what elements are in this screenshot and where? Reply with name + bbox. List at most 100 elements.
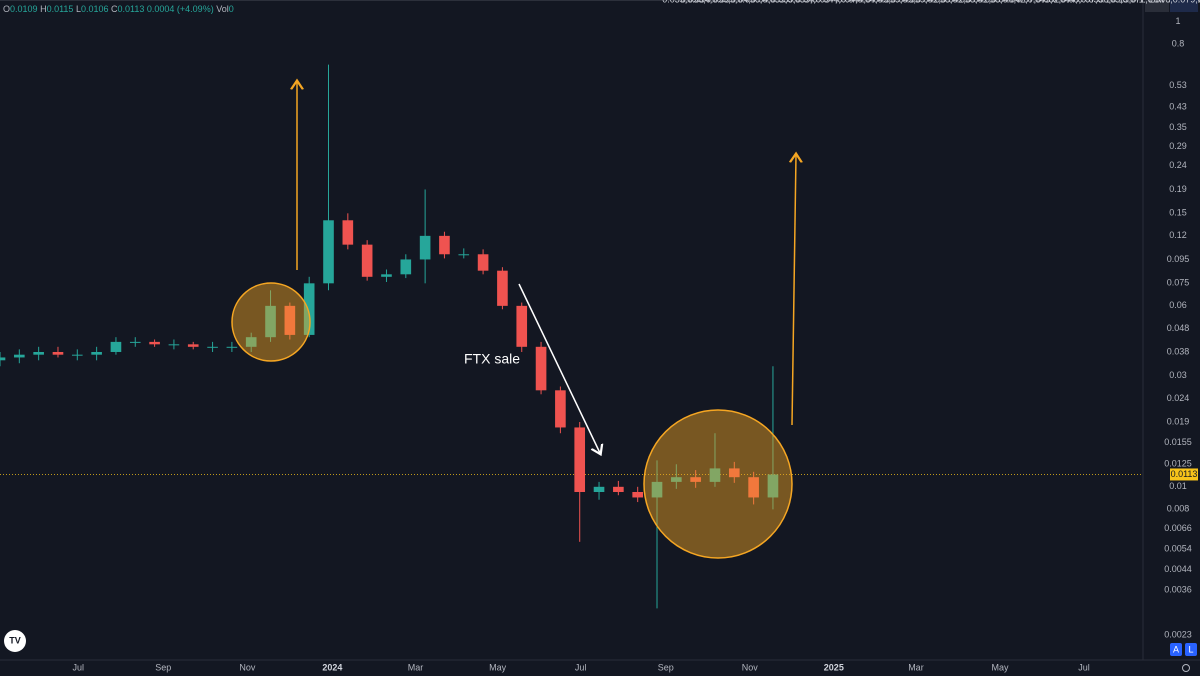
candle-body xyxy=(497,270,508,306)
low-price-box xyxy=(1170,0,1198,12)
candle-body xyxy=(574,427,586,492)
legend-value: 0 xyxy=(229,4,234,14)
x-tick-label: 2024 xyxy=(322,662,342,672)
y-tick-label: 0.048 xyxy=(1167,323,1190,333)
y-tick-label: 0.095 xyxy=(1167,254,1190,264)
y-tick-label: 0.01 xyxy=(1169,481,1187,491)
candle-body xyxy=(129,341,141,343)
y-tick-label: 0.0066 xyxy=(1164,523,1192,533)
y-tick-label: 0.0125 xyxy=(1164,459,1192,469)
candle-body xyxy=(149,341,160,345)
legend-change: 0.0004 xyxy=(147,4,175,14)
candle-body xyxy=(458,254,470,256)
high-price-box-text: 0.038,0.039,0.04,0.04,0.039,0.04,0.044,0… xyxy=(681,0,1200,4)
candle-body xyxy=(690,477,701,482)
candle-body xyxy=(632,491,643,498)
candle-body xyxy=(284,305,296,335)
candle-body xyxy=(728,468,740,478)
svg-text:A: A xyxy=(1173,644,1179,654)
candle-body xyxy=(33,351,44,355)
candle-body xyxy=(303,283,315,335)
candle-body xyxy=(71,354,83,356)
candle-body xyxy=(361,244,373,277)
x-tick-label: Nov xyxy=(239,662,256,672)
candle-body xyxy=(52,351,64,355)
legend-value: 0.0109 xyxy=(10,4,38,14)
settings-button[interactable] xyxy=(1182,664,1190,672)
candle-body xyxy=(342,220,354,245)
y-tick-label: 0.008 xyxy=(1167,504,1190,514)
x-tick-label: Jul xyxy=(1078,662,1090,672)
last-price-box xyxy=(1170,468,1198,481)
x-tick-label: Mar xyxy=(908,662,924,672)
y-tick-label: 0.19 xyxy=(1169,184,1187,194)
candle-body xyxy=(555,390,566,428)
y-tick-label: 0.43 xyxy=(1169,101,1187,111)
candle-body xyxy=(245,337,257,347)
y-tick-label: 0.0036 xyxy=(1164,584,1192,594)
x-tick-label: 2025 xyxy=(824,662,844,672)
candle-body xyxy=(381,274,392,277)
y-tick-label: 0.8 xyxy=(1172,39,1185,49)
y-tick-label: 0.0054 xyxy=(1164,543,1192,553)
button[interactable]: L xyxy=(1185,643,1197,656)
highlight-circle xyxy=(643,409,793,559)
candle-body xyxy=(709,468,721,482)
y-tick-label: 1 xyxy=(1175,16,1180,26)
candle-body xyxy=(613,486,624,492)
x-tick-label: May xyxy=(991,662,1009,672)
y-tick-label: 0.03 xyxy=(1169,370,1187,380)
price-tag xyxy=(1145,0,1169,12)
low-price-box-text: 0.033,0.034,0.035,0.036,0.035,0.035,0.03… xyxy=(662,0,1200,4)
y-tick-label: 0.35 xyxy=(1169,122,1187,132)
candle-body xyxy=(226,346,238,348)
y-tick-label: 0.0023 xyxy=(1164,630,1192,640)
y-tick-label: 0.038 xyxy=(1167,346,1190,356)
candle-body xyxy=(400,259,412,275)
legend-label: Vol xyxy=(216,4,229,14)
last-price-box-text: 0.0113 xyxy=(1171,469,1198,479)
candle-body xyxy=(671,477,682,482)
candle-body xyxy=(419,235,431,260)
y-tick-label: 0.12 xyxy=(1169,230,1187,240)
y-tick-label: 0.53 xyxy=(1169,80,1187,90)
button[interactable]: A xyxy=(1170,643,1182,656)
candle-body xyxy=(439,235,450,255)
plot-area xyxy=(0,0,1143,609)
legend-label: C xyxy=(111,4,118,14)
candle-body xyxy=(91,351,102,355)
y-tick-label: 0.24 xyxy=(1169,160,1187,170)
legend-value: 0.0113 xyxy=(118,4,145,14)
legend-value: 0.0115 xyxy=(47,4,74,14)
x-tick-label: Nov xyxy=(742,662,759,672)
x-tick-label: Jul xyxy=(73,662,85,672)
candle-body xyxy=(593,486,605,492)
candle-body xyxy=(323,220,334,284)
candle-body xyxy=(516,305,528,347)
candle-body xyxy=(110,341,122,352)
price-tag-label: Low xyxy=(1149,0,1166,4)
svg-text:L: L xyxy=(1188,644,1193,654)
logo: TV xyxy=(4,630,26,652)
x-tick-label: Jul xyxy=(575,662,587,672)
ohlc-legend: O0.0109 H0.0115 L0.0106 C0.0113 0.0004 (… xyxy=(3,4,234,14)
highlight-circle xyxy=(231,282,311,362)
x-tick-label: May xyxy=(489,662,507,672)
candle-body xyxy=(767,474,779,498)
candle-body xyxy=(168,344,180,346)
y-tick-label: 0.0044 xyxy=(1164,564,1192,574)
x-tick-label: Sep xyxy=(658,662,674,672)
legend-label: H xyxy=(40,4,47,14)
candle-body xyxy=(477,254,489,271)
legend-value: 0.0106 xyxy=(81,4,109,14)
y-tick-label: 0.024 xyxy=(1167,393,1190,403)
candle-body xyxy=(14,354,25,358)
candle-body xyxy=(651,481,663,498)
candle-body xyxy=(265,305,276,338)
y-tick-label: 0.0155 xyxy=(1164,437,1192,447)
y-tick-label: 0.075 xyxy=(1167,278,1190,288)
annotation: FTX sale xyxy=(464,351,520,367)
arrow xyxy=(518,283,600,453)
